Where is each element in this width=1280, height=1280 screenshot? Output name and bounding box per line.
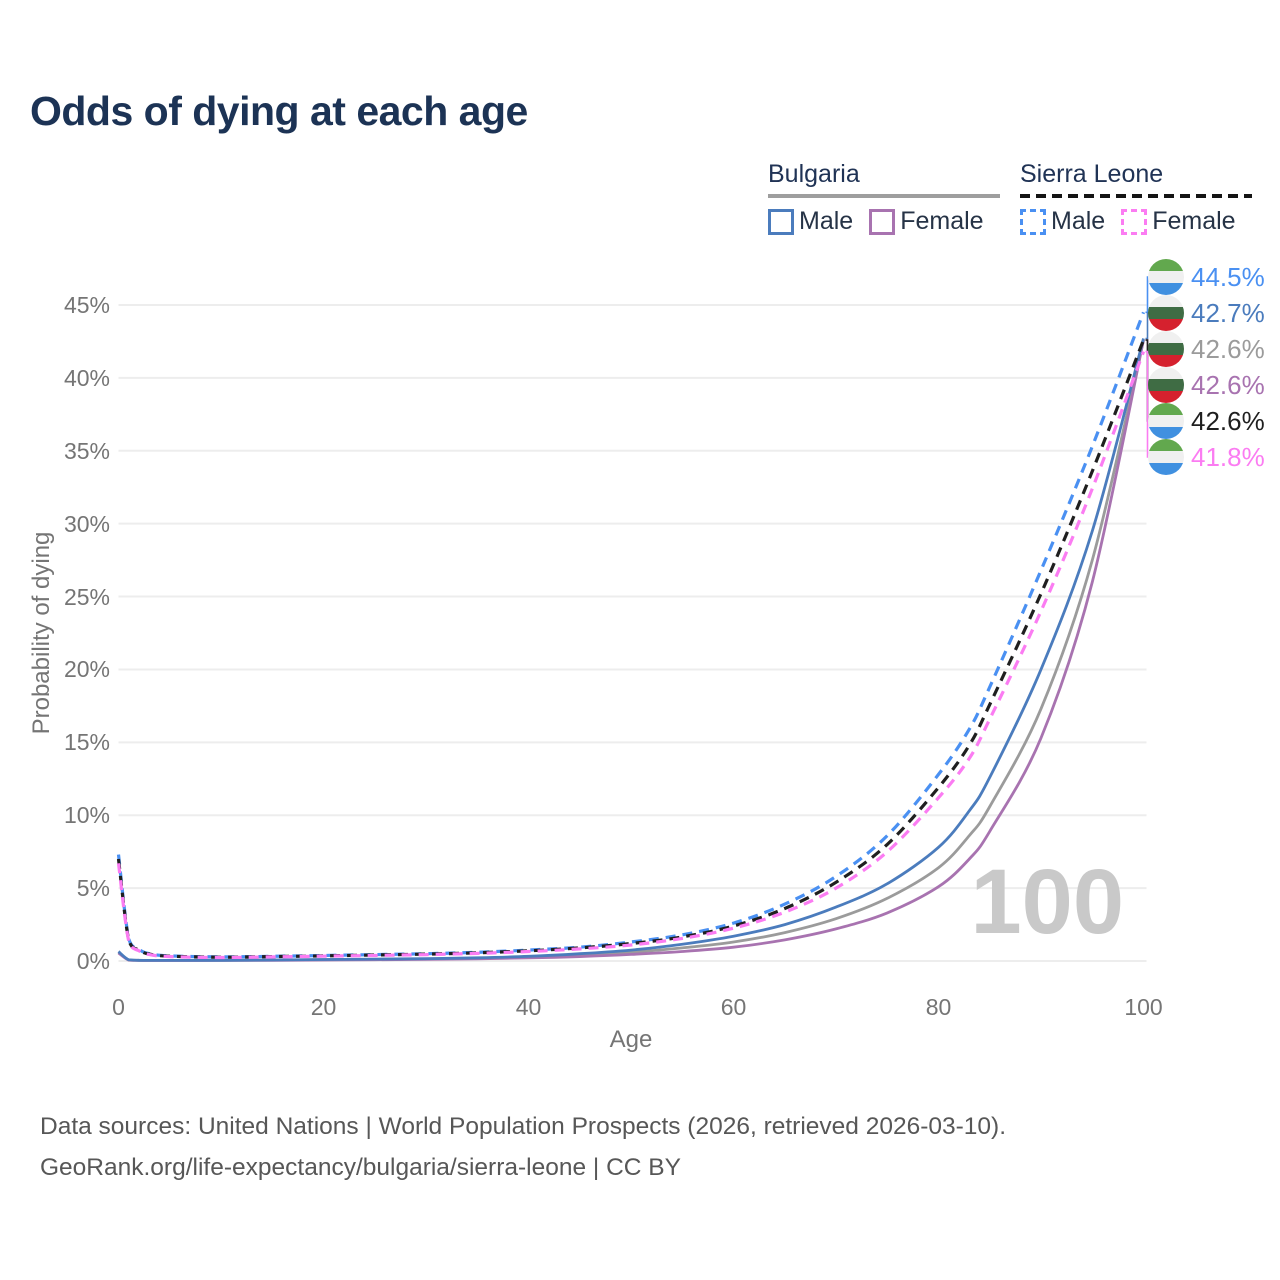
end-label-connector	[1145, 312, 1154, 340]
legend-swatch-sierra-leone-male[interactable]	[1020, 208, 1046, 235]
legend-sierra-leone-line-sample	[1020, 194, 1252, 198]
legend-label-sierra-leone-female[interactable]: Female	[1152, 207, 1236, 235]
series-line-sl_female	[116, 351, 1146, 960]
series-line-bg_male	[117, 338, 1145, 962]
legend-bulgaria-title[interactable]: Bulgaria	[768, 160, 860, 188]
footer-data-sources: Data sources: United Nations | World Pop…	[40, 1113, 1007, 1140]
end-label-connector	[1145, 350, 1154, 458]
legend-swatch-bulgaria-female[interactable]	[869, 208, 896, 235]
series-line-bg_total	[117, 339, 1145, 962]
legend-label-bulgaria-female[interactable]: Female	[900, 207, 984, 235]
legend-swatch-sierra-leone-female[interactable]	[1121, 208, 1148, 235]
legend-swatch-bulgaria-male[interactable]	[768, 208, 794, 235]
legend-label-bulgaria-male[interactable]: Male	[799, 207, 854, 235]
series-line-sl_total	[116, 339, 1145, 959]
legend-group-bulgaria: Bulgaria Male Female	[768, 160, 1000, 236]
series-line-bg_female	[117, 339, 1145, 962]
legend-group-sierra-leone: Sierra Leone Male Female	[1020, 160, 1252, 236]
legend-sierra-leone-title[interactable]: Sierra Leone	[1020, 160, 1164, 188]
footer-attribution: GeoRank.org/life-expectancy/bulgaria/sie…	[40, 1154, 681, 1181]
series-line-sl_male	[116, 311, 1145, 959]
end-label-connector	[1145, 276, 1154, 314]
legend-bulgaria-line-sample	[768, 194, 1000, 198]
page-title: Odds of dying at each age	[30, 88, 528, 134]
legend-label-sierra-leone-male[interactable]: Male	[1051, 207, 1106, 235]
age-watermark: 100	[970, 851, 1125, 953]
footer: Data sources: United Nations | World Pop…	[40, 1106, 1006, 1188]
